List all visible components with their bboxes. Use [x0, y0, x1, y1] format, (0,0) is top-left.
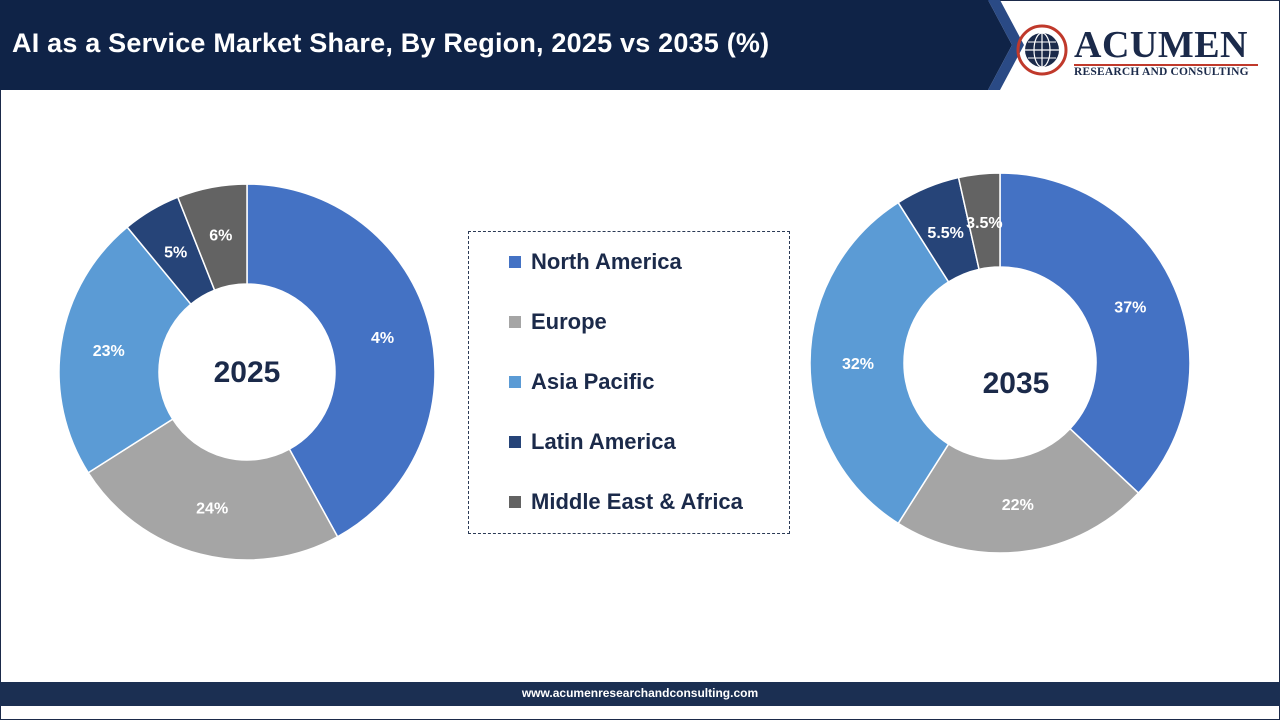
legend-label: Middle East & Africa	[531, 489, 743, 514]
donut-2025-slice-europe	[87, 418, 339, 561]
donut-2025-data-label: 23%	[93, 343, 125, 360]
legend-item-asia-pacific: Asia Pacific	[509, 368, 655, 396]
title-banner	[0, 0, 1024, 90]
donut-2025-slice-north-america	[246, 183, 436, 538]
company-logo: ACUMEN RESEARCH AND CONSULTING	[1014, 20, 1264, 82]
globe-icon	[1016, 24, 1068, 76]
donut-2025-data-label: 4%	[371, 330, 394, 347]
footer-bar: www.acumenresearchandconsulting.com	[0, 682, 1280, 706]
donut-2025-slice-middle-east-africa	[176, 183, 248, 292]
donut-2025-slice-asia-pacific	[58, 226, 192, 474]
legend-swatch	[509, 316, 521, 328]
legend-label: Europe	[531, 309, 607, 334]
donut-2035-data-label: 37%	[1114, 300, 1146, 317]
donut-2035-data-label: 22%	[1002, 497, 1034, 514]
donut-2025-data-label: 24%	[196, 501, 228, 518]
donut-2025-data-label: 6%	[209, 227, 232, 244]
chart-legend: North America Europe Asia Pacific Latin Ame…	[468, 231, 790, 534]
donut-2035-data-label: 3.5%	[966, 215, 1002, 232]
legend-swatch	[509, 496, 521, 508]
logo-subtitle: RESEARCH AND CONSULTING	[1074, 66, 1249, 78]
donut-2035-slice-europe	[897, 427, 1140, 554]
donut-center-label-2025: 2025	[214, 356, 281, 389]
legend-item-europe: Europe	[509, 308, 607, 336]
donut-2035-data-label: 5.5%	[927, 225, 963, 242]
chart-title: AI as a Service Market Share, By Region,…	[12, 28, 770, 58]
legend-item-north-america: North America	[509, 248, 682, 276]
legend-label: Latin America	[531, 429, 676, 454]
logo-divider	[1074, 64, 1258, 66]
legend-label: Asia Pacific	[531, 369, 655, 394]
logo-wordmark: ACUMEN	[1074, 24, 1248, 66]
donut-2025-data-label: 5%	[164, 244, 187, 261]
donut-2035-slice-asia-pacific	[809, 201, 950, 525]
legend-swatch	[509, 376, 521, 388]
donut-center-label-2035: 2035	[983, 367, 1050, 400]
legend-swatch	[509, 256, 521, 268]
donut-2035-data-label: 32%	[842, 356, 874, 373]
legend-swatch	[509, 436, 521, 448]
legend-item-latin-america: Latin America	[509, 428, 676, 456]
legend-item-middle-east-africa: Middle East & Africa	[509, 488, 743, 516]
donut-2035-slice-middle-east-africa	[957, 172, 1001, 271]
footer-url: www.acumenresearchandconsulting.com	[521, 686, 759, 700]
donut-2035-slice-north-america	[999, 172, 1191, 495]
legend-label: North America	[531, 249, 682, 274]
